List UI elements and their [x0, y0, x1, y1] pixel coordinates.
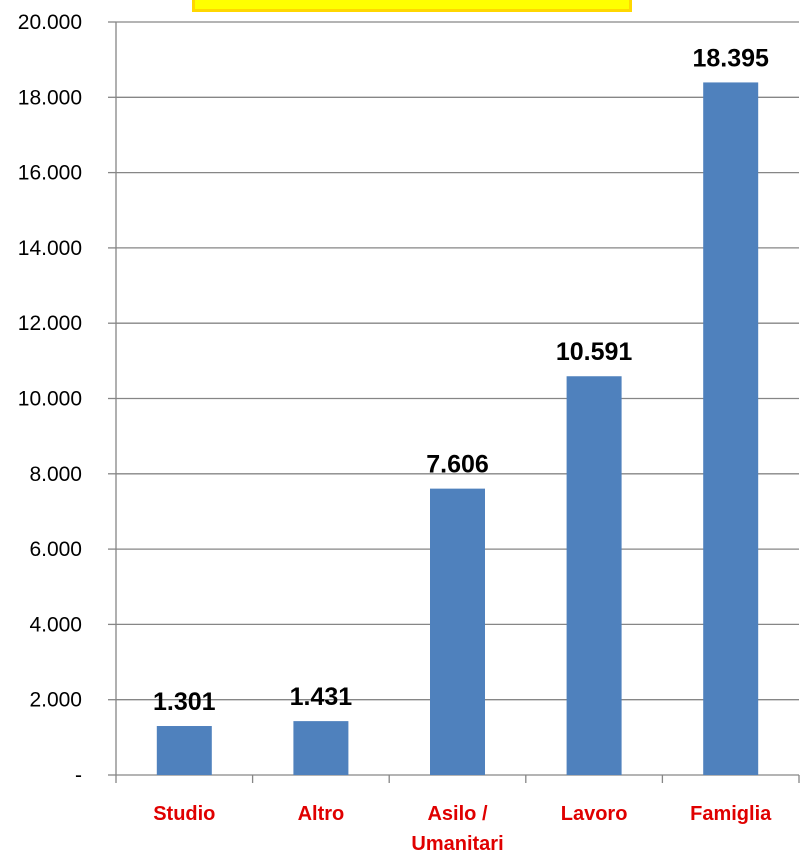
bars — [156, 82, 759, 776]
y-tick-label: 4.000 — [29, 613, 82, 636]
y-tick-label: - — [75, 764, 82, 787]
y-tick-label: 20.000 — [18, 11, 82, 34]
category-label: Asilo / Umanitari — [411, 803, 503, 855]
y-tick-label: 18.000 — [18, 86, 82, 109]
data-label: 1.431 — [290, 683, 353, 711]
y-tick-label: 14.000 — [18, 237, 82, 260]
category-label: Altro — [298, 803, 345, 825]
data-label: 7.606 — [426, 451, 489, 479]
y-tick-label: 2.000 — [29, 689, 82, 712]
x-category-labels: Studio Altro Asilo / Umanitari Lavoro Famigli… — [153, 803, 772, 855]
y-tick-label: 12.000 — [18, 312, 82, 335]
y-tick-label: 16.000 — [18, 162, 82, 185]
category-label: Famiglia — [690, 803, 772, 825]
y-tick-label: 6.000 — [29, 538, 82, 561]
bar — [430, 488, 485, 775]
bar — [293, 721, 349, 775]
bar — [703, 82, 759, 776]
category-label: Studio — [153, 803, 215, 825]
y-tick-label: 8.000 — [29, 463, 82, 486]
highlight-box — [192, 0, 632, 12]
data-labels: 1.301 1.431 7.606 10.591 18.395 — [153, 44, 769, 716]
data-label: 10.591 — [556, 338, 633, 366]
data-label: 1.301 — [153, 688, 216, 716]
y-tick-labels: - 2.000 4.000 6.000 8.000 10.000 12.000 14.000 1… — [18, 11, 82, 787]
y-tick-label: 10.000 — [18, 388, 82, 411]
category-label: Lavoro — [561, 803, 628, 825]
bar — [566, 376, 622, 775]
bar — [156, 726, 212, 775]
data-label: 18.395 — [692, 44, 769, 72]
